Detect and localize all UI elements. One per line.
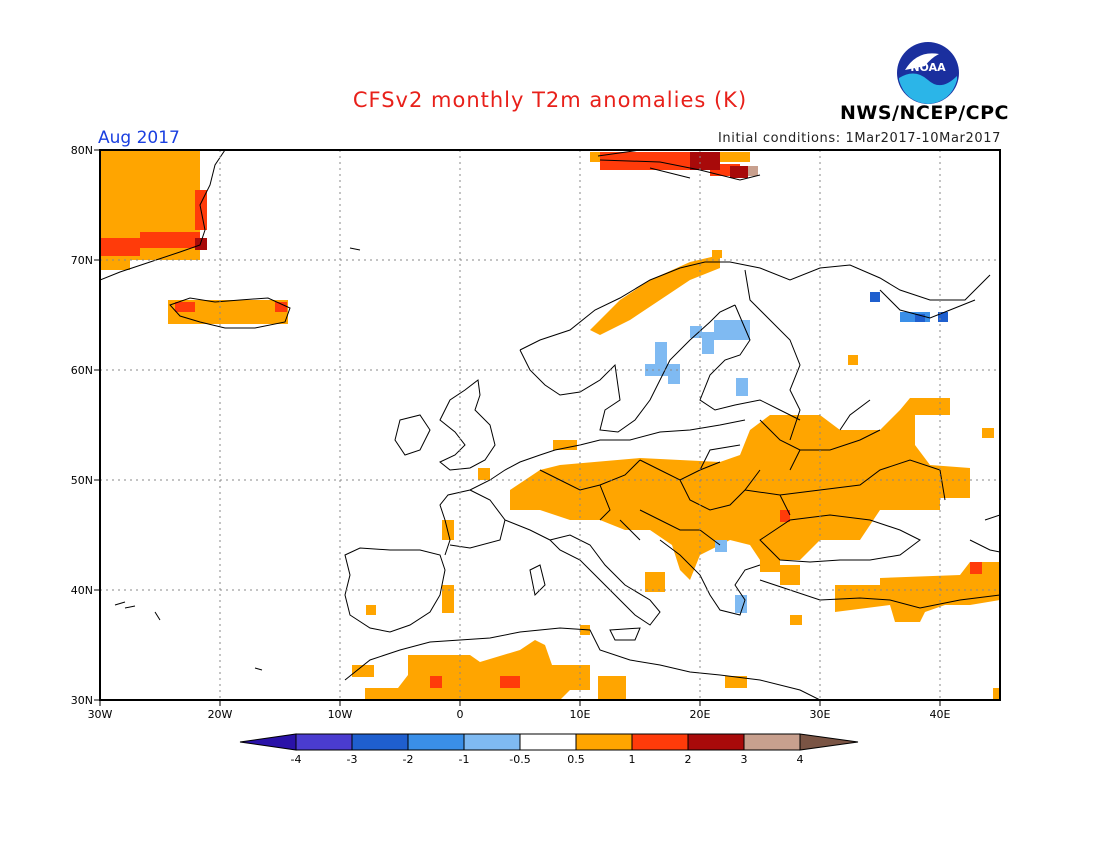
anomaly-negative-fills — [645, 292, 948, 613]
initial-conditions-label: Initial conditions: 1Mar2017-10Mar2017 — [717, 131, 1001, 146]
lat-label-60n: 60N — [71, 364, 93, 377]
coastlines — [100, 150, 1000, 700]
lon-label-30e: 30E — [810, 708, 831, 721]
agency-label: NWS/NCEP/CPC — [840, 102, 1009, 124]
legend-bin — [575, 733, 633, 751]
map-title: CFSv2 monthly T2m anomalies (K) — [352, 88, 748, 112]
lon-label-40e: 40E — [930, 708, 951, 721]
legend-label: 4 — [797, 753, 804, 766]
legend-bin — [687, 733, 745, 751]
legend-label: 1 — [629, 753, 636, 766]
anomaly-positive-fills — [100, 150, 1000, 700]
lon-label-0: 0 — [457, 708, 464, 721]
axis-ticks — [94, 149, 941, 706]
legend-bin — [743, 733, 801, 751]
legend-arrow-right — [799, 733, 859, 751]
graticule — [100, 150, 1000, 700]
lat-label-70n: 70N — [71, 254, 93, 267]
legend-label: -3 — [347, 753, 358, 766]
legend-bin — [351, 733, 409, 751]
lat-label-40n: 40N — [71, 584, 93, 597]
noaa-logo-text: NOAA — [910, 61, 946, 74]
legend-label: -2 — [403, 753, 414, 766]
noaa-logo-icon: NOAA — [895, 40, 961, 111]
lon-label-10e: 10E — [570, 708, 591, 721]
legend-arrow-left — [239, 733, 297, 751]
legend-label: 0.5 — [567, 753, 585, 766]
legend-label: 3 — [741, 753, 748, 766]
legend-bin — [463, 733, 521, 751]
legend-label: -0.5 — [509, 753, 530, 766]
lon-label-30w: 30W — [88, 708, 113, 721]
valid-month-label: Aug 2017 — [98, 128, 180, 148]
lon-label-20e: 20E — [690, 708, 711, 721]
legend-bin — [631, 733, 689, 751]
anomaly-brown-fill — [748, 166, 758, 176]
anomaly-darkred-fills — [195, 152, 748, 250]
lat-label-30n: 30N — [71, 694, 93, 707]
legend-label: 2 — [685, 753, 692, 766]
lon-label-10w: 10W — [328, 708, 353, 721]
lat-label-50n: 50N — [71, 474, 93, 487]
legend-label: -1 — [459, 753, 470, 766]
map-frame — [99, 149, 1001, 701]
legend-bin — [295, 733, 353, 751]
lat-label-80n: 80N — [71, 144, 93, 157]
legend-label: -4 — [291, 753, 302, 766]
color-legend: -4 -3 -2 -1 -0.5 0.5 1 2 3 4 — [239, 733, 859, 766]
legend-bin — [519, 733, 577, 751]
legend-bin — [407, 733, 465, 751]
lon-label-20w: 20W — [208, 708, 233, 721]
